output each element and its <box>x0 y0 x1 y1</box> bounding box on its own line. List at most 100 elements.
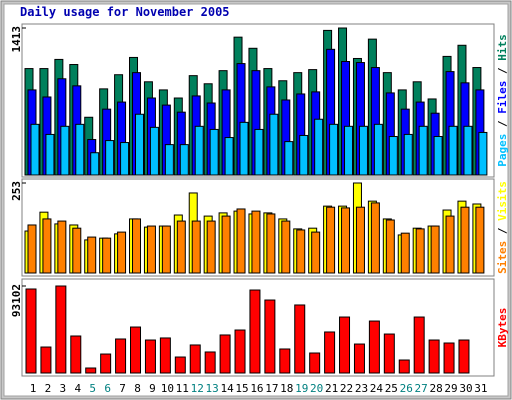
x-tick-label: 23 <box>355 382 368 395</box>
bar <box>418 125 428 176</box>
legend: KBytes <box>496 308 509 348</box>
bar <box>403 133 413 176</box>
bar <box>341 207 351 274</box>
bar <box>314 118 324 176</box>
bar <box>311 231 321 274</box>
bar <box>413 316 425 374</box>
bar <box>309 352 321 374</box>
bar <box>209 128 219 176</box>
x-tick-label: 18 <box>280 382 293 395</box>
bar <box>87 236 97 274</box>
bar <box>45 133 55 176</box>
x-tick-label: 13 <box>206 382 219 395</box>
bar <box>269 113 279 176</box>
bar <box>40 346 52 374</box>
bar <box>149 126 159 176</box>
bar <box>85 367 97 374</box>
bar <box>234 329 246 374</box>
x-tick-label: 12 <box>191 382 204 395</box>
bar <box>324 331 336 374</box>
x-tick-label: 2 <box>45 382 52 395</box>
bar <box>383 333 395 374</box>
bar <box>296 229 306 274</box>
bar <box>329 123 339 176</box>
bar <box>239 121 249 176</box>
bar <box>463 125 473 176</box>
bar <box>219 334 231 374</box>
x-tick-label: 30 <box>459 382 472 395</box>
bar <box>164 144 174 176</box>
legend-entry: Visits <box>496 181 509 221</box>
legend-entry: Pages <box>496 134 509 167</box>
bar <box>430 225 440 274</box>
x-tick-label: 24 <box>370 382 384 395</box>
x-tick-label: 25 <box>385 382 398 395</box>
bar <box>135 113 145 176</box>
x-tick-label: 5 <box>89 382 96 395</box>
bar <box>27 224 37 274</box>
legend-entry: KBytes <box>496 308 509 348</box>
x-tick-label: 27 <box>415 382 428 395</box>
bar <box>388 136 398 176</box>
bar <box>221 215 231 274</box>
x-tick-label: 9 <box>149 382 156 395</box>
legend-separator: / <box>496 114 509 134</box>
bar <box>206 220 216 274</box>
bar <box>358 125 368 176</box>
x-tick-label: 15 <box>235 382 248 395</box>
bar <box>146 225 156 274</box>
bar <box>254 128 264 176</box>
bar <box>294 304 306 374</box>
bar <box>25 288 37 374</box>
bar <box>189 344 201 374</box>
bar <box>194 125 204 176</box>
bar <box>60 125 70 176</box>
bar <box>42 218 52 274</box>
bar <box>144 339 156 374</box>
bar <box>90 152 100 176</box>
x-tick-label: 21 <box>325 382 338 395</box>
bar <box>478 131 488 176</box>
legend: Sites / Visits <box>496 181 509 274</box>
bar <box>355 206 365 274</box>
x-tick-label: 29 <box>444 382 457 395</box>
bar <box>30 123 40 176</box>
bar <box>443 342 455 374</box>
bar <box>373 123 383 176</box>
bar <box>400 232 410 274</box>
bar <box>115 338 127 374</box>
bar <box>281 220 291 274</box>
bar <box>475 206 485 274</box>
bar <box>159 337 171 374</box>
x-tick-label: 1 <box>30 382 37 395</box>
legend-entry: Files <box>496 81 509 114</box>
x-tick-label: 20 <box>310 382 323 395</box>
legend: Pages / Files / Hits <box>496 34 509 167</box>
bar <box>415 228 425 274</box>
bar <box>75 123 85 176</box>
bar <box>385 219 395 274</box>
x-tick-label: 6 <box>104 382 111 395</box>
bar <box>428 339 440 374</box>
bar <box>353 343 365 374</box>
bar <box>299 134 309 176</box>
legend-entry: Sites <box>496 241 509 274</box>
bar <box>368 320 380 374</box>
x-tick-label: 7 <box>119 382 126 395</box>
bar <box>105 140 115 176</box>
x-tick-label: 3 <box>60 382 67 395</box>
bar <box>251 210 261 274</box>
bar <box>174 356 186 374</box>
bar <box>204 351 216 374</box>
bar <box>70 335 82 374</box>
bar <box>102 237 112 274</box>
bar <box>458 339 470 374</box>
x-tick-label: 31 <box>474 382 487 395</box>
x-tick-label: 16 <box>250 382 263 395</box>
bar <box>72 227 82 274</box>
x-tick-label: 28 <box>429 382 442 395</box>
bar <box>130 326 142 374</box>
bar <box>179 144 189 176</box>
